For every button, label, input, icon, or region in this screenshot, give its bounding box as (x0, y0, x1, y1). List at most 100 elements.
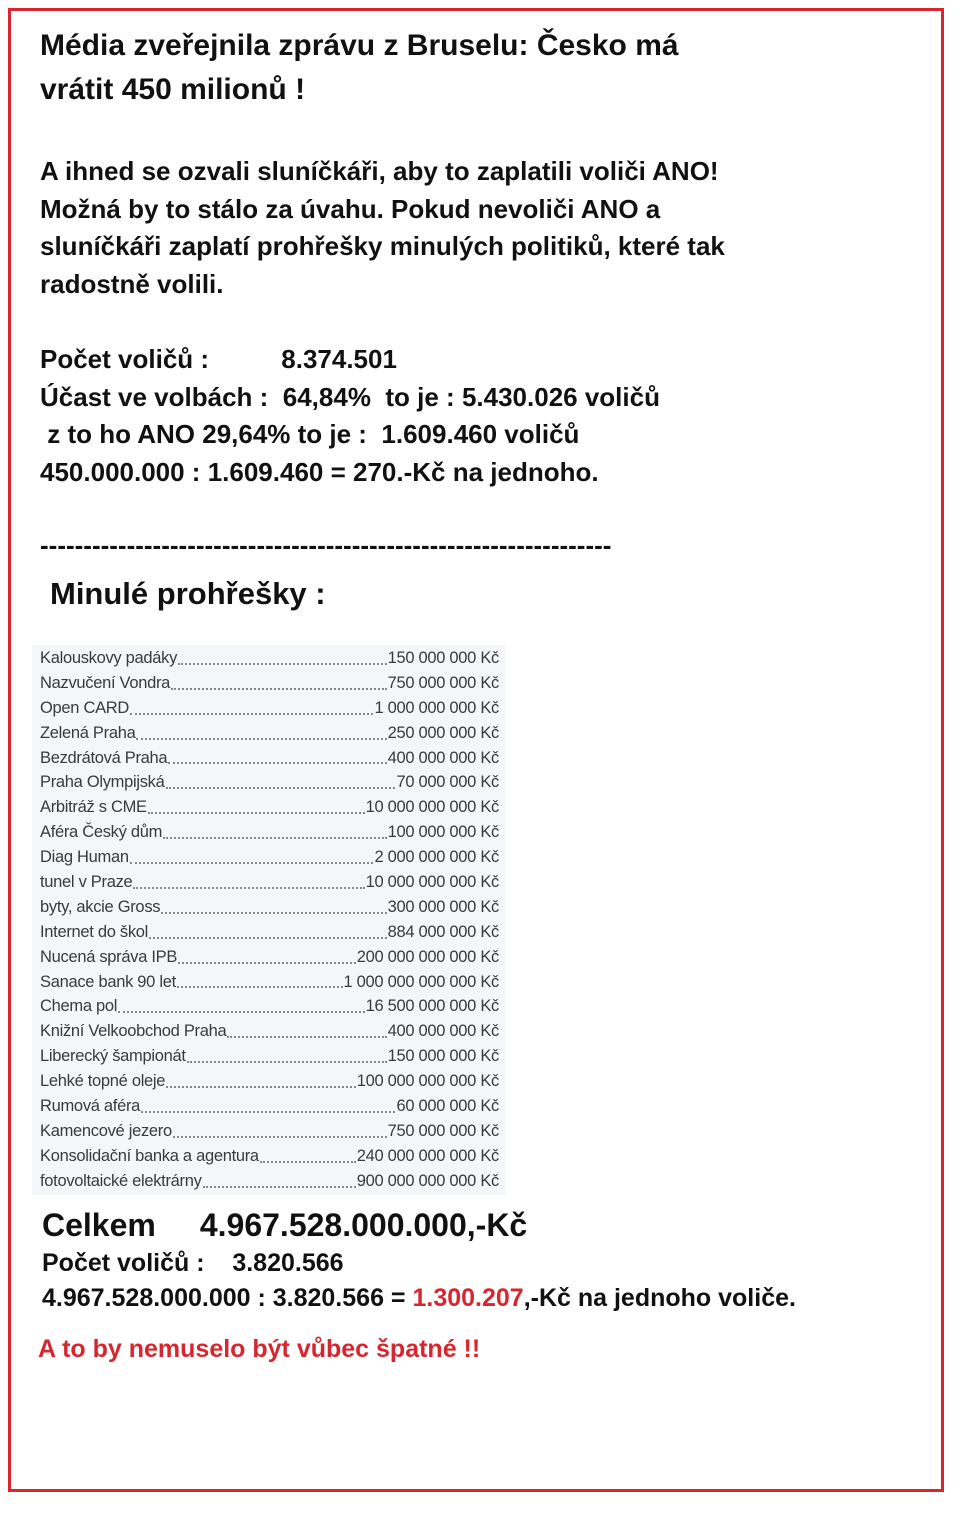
dot-leader (149, 936, 387, 939)
dot-leader (186, 1061, 387, 1064)
list-item: Zelená Praha 250 000 000 Kč (40, 721, 499, 746)
voter-stats: Počet voličů : 8.374.501 Účast ve volbách… (40, 341, 920, 491)
list-item: Nazvučení Vondra 750 000 000 Kč (40, 671, 499, 696)
list-item: Konsolidační banka a agentura 240 000 000… (40, 1144, 499, 1169)
stat-line: z to ho ANO 29,64% to je : 1.609.460 vol… (40, 419, 580, 449)
dot-leader (178, 662, 387, 665)
section-heading: Minulé prohřešky : (50, 576, 326, 611)
dot-leader (259, 1160, 356, 1163)
item-value: 400 000 000 Kč (387, 1022, 500, 1041)
offense-list: Kalouskovy padáky 150 000 000 Kč Nazvučení… (32, 645, 505, 1195)
list-item: Sanace bank 90 let 1 000 000 000 000 Kč (40, 970, 499, 995)
item-name: Internet do škol (40, 922, 149, 941)
stat-line: 450.000.000 : 1.609.460 = 270.-Kč na jed… (40, 456, 599, 487)
dot-leader (172, 1135, 387, 1138)
division-suffix: ,-Kč na jednoho voliče. (523, 1284, 796, 1312)
list-item: Internet do škol 884 000 000 Kč (40, 920, 499, 945)
item-name: Lehké topné oleje (40, 1072, 166, 1091)
item-name: Sanace bank 90 let (40, 972, 176, 991)
item-value: 150 000 000 Kč (387, 1047, 500, 1066)
division-prefix: 4.967.528.000.000 : 3.820.566 = (42, 1284, 413, 1312)
division-result: 1.300.207 (412, 1284, 524, 1312)
item-value: 10 000 000 000 Kč (365, 798, 500, 817)
item-value: 1 000 000 000 000 Kč (343, 972, 500, 991)
list-item: Diag Human 2 000 000 000 Kč (40, 845, 499, 870)
item-value: 100 000 000 000 Kč (356, 1072, 500, 1091)
dot-leader (133, 886, 365, 889)
dot-leader (118, 1011, 365, 1014)
list-item: byty, akcie Gross 300 000 000 Kč (40, 895, 499, 920)
item-name: Open CARD (40, 698, 130, 717)
total-label: Celkem (42, 1207, 156, 1243)
total-line: Celkem 4.967.528.000.000,-Kč (42, 1205, 920, 1245)
list-item: Aféra Český dům 100 000 000 Kč (40, 820, 499, 845)
item-name: Arbitráž s CME (40, 798, 147, 817)
dot-leader (147, 812, 365, 815)
dot-leader (130, 712, 374, 715)
item-name: Chema pol (40, 997, 118, 1016)
intro-paragraph: A ihned se ozvali sluníčkáři, aby to zap… (40, 153, 920, 303)
item-name: Liberecký šampionát (40, 1047, 186, 1066)
dashed-divider: ----------------------------------------… (40, 530, 612, 560)
item-value: 2 000 000 000 Kč (374, 848, 499, 867)
paragraph-line: sluníčkáři zaplatí prohřešky minulých po… (40, 231, 725, 261)
total-value: 4.967.528.000.000,-Kč (199, 1207, 528, 1243)
stat-line: Účast ve volbách : 64,84% to je : 5.430.… (40, 381, 660, 412)
dot-leader (163, 837, 387, 840)
list-item: Kalouskovy padáky 150 000 000 Kč (40, 646, 499, 671)
item-name: Diag Human (40, 848, 129, 867)
dot-leader (168, 762, 387, 765)
dot-leader (165, 787, 396, 790)
item-value: 150 000 000 Kč (387, 648, 500, 667)
item-value: 900 000 000 000 Kč (356, 1171, 500, 1190)
item-value: 300 000 000 Kč (387, 897, 500, 916)
per-voter-calc: Počet voličů : 3.820.566 4.967.528.000.00… (42, 1246, 920, 1316)
list-item: Chema pol 16 500 000 000 Kč (40, 994, 499, 1019)
item-name: byty, akcie Gross (40, 897, 161, 916)
item-value: 400 000 000 Kč (387, 748, 500, 767)
item-value: 1 000 000 000 Kč (374, 698, 499, 717)
item-name: tunel v Praze (40, 872, 133, 891)
division-line: 4.967.528.000.000 : 3.820.566 = 1.300.20… (42, 1281, 920, 1316)
list-item: Praha Olympijská 70 000 000 Kč (40, 770, 499, 795)
item-name: fotovoltaické elektrárny (40, 1171, 202, 1190)
item-value: 200 000 000 000 Kč (356, 947, 500, 966)
headline-line: vrátit 450 milionů ! (40, 73, 306, 106)
red-frame (8, 8, 944, 1492)
list-item: Arbitráž s CME 10 000 000 000 Kč (40, 795, 499, 820)
dot-leader (129, 862, 374, 865)
closing-remark: A to by nemuselo být vůbec špatné !! (38, 1335, 481, 1363)
item-name: Kamencové jezero (40, 1121, 172, 1140)
list-item: Liberecký šampionát 150 000 000 Kč (40, 1044, 499, 1069)
list-item: Bezdrátová Praha 400 000 000 Kč (40, 746, 499, 771)
item-name: Konsolidační banka a agentura (40, 1146, 259, 1165)
item-value: 100 000 000 Kč (387, 823, 500, 842)
item-value: 250 000 000 Kč (387, 723, 500, 742)
item-name: Nazvučení Vondra (40, 673, 171, 692)
list-item: Knižní Velkoobchod Praha 400 000 000 Kč (40, 1019, 499, 1044)
item-name: Aféra Český dům (40, 823, 163, 842)
paragraph-line: A ihned se ozvali sluníčkáři, aby to zap… (40, 156, 719, 186)
list-item: Lehké topné oleje 100 000 000 000 Kč (40, 1069, 499, 1094)
item-value: 750 000 000 Kč (387, 1121, 500, 1140)
dot-leader (171, 687, 387, 690)
item-name: Kalouskovy padáky (40, 648, 178, 667)
headline: Média zveřejnila zprávu z Bruselu: Česko… (40, 24, 920, 112)
dot-leader (227, 1036, 387, 1039)
item-value: 750 000 000 Kč (387, 673, 500, 692)
dot-leader (161, 911, 387, 914)
paragraph-line: radostně volili. (40, 268, 224, 299)
item-value: 16 500 000 000 Kč (365, 997, 500, 1016)
list-item: Open CARD 1 000 000 000 Kč (40, 696, 499, 721)
item-name: Bezdrátová Praha (40, 748, 168, 767)
item-value: 10 000 000 000 Kč (365, 872, 500, 891)
item-name: Knižní Velkoobchod Praha (40, 1022, 227, 1041)
dot-leader (202, 1185, 356, 1188)
list-item: Kamencové jezero 750 000 000 Kč (40, 1119, 499, 1144)
item-value: 884 000 000 Kč (387, 922, 500, 941)
list-item: tunel v Praze 10 000 000 000 Kč (40, 870, 499, 895)
document-body: Média zveřejnila zprávu z Bruselu: Česko… (0, 24, 920, 1365)
item-name: Nucená správa IPB (40, 947, 178, 966)
headline-line: Média zveřejnila zprávu z Bruselu: Česko… (40, 29, 679, 62)
list-item: Rumová aféra 60 000 000 Kč (40, 1094, 499, 1119)
